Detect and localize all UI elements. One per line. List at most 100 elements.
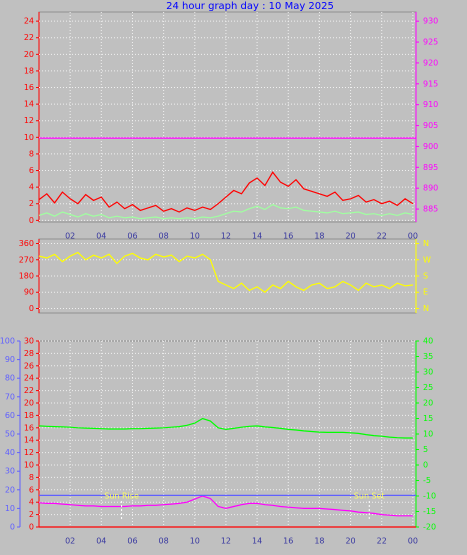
y-tick-label: 910	[423, 100, 438, 109]
y-tick-label: 20	[5, 485, 15, 494]
x-tick-label: 16	[283, 232, 293, 241]
x-tick-label: 14	[252, 232, 262, 241]
y-tick-label: 920	[423, 58, 438, 67]
x-tick-label: 02	[65, 537, 75, 546]
y-tick-label: W	[423, 255, 431, 264]
y-tick-label: 20	[24, 399, 34, 408]
y-tick-label: 925	[423, 38, 438, 47]
x-tick-label: 12	[221, 232, 231, 241]
y-tick-label: 10	[24, 133, 34, 142]
y-tick-label: 70	[5, 392, 15, 401]
series-line	[38, 495, 413, 517]
y-tick-label: 15	[423, 414, 433, 423]
y-tick-label: 6	[29, 166, 34, 175]
x-tick-label: 14	[252, 537, 262, 546]
series-line	[38, 203, 414, 220]
y-tick-label: 270	[19, 255, 34, 264]
y-tick-label: 0	[29, 216, 34, 225]
x-tick-label: 18	[314, 537, 324, 546]
annotation-label: Sun Set	[354, 492, 385, 501]
y-tick-label: 930	[423, 17, 438, 26]
x-tick-label: 10	[190, 537, 200, 546]
y-tick-label: -15	[423, 507, 436, 516]
y-tick-label: 30	[24, 337, 34, 346]
x-tick-label: 12	[221, 537, 231, 546]
x-tick-label: 10	[190, 232, 200, 241]
y-tick-label: N	[423, 239, 429, 248]
y-tick-label: 900	[423, 142, 438, 151]
x-tick-label: 16	[283, 537, 293, 546]
x-tick-label: 20	[345, 537, 355, 546]
y-tick-label: 4	[29, 498, 34, 507]
annotation-label: Sun Rise	[104, 492, 139, 501]
y-tick-label: 50	[5, 430, 15, 439]
x-tick-label: 02	[65, 232, 75, 241]
y-tick-label: 22	[24, 386, 34, 395]
y-tick-label: 100	[0, 337, 15, 346]
y-tick-label: 20	[24, 50, 34, 59]
y-tick-label: 20	[423, 399, 433, 408]
y-tick-label: 28	[24, 349, 34, 358]
y-tick-label: 2	[29, 199, 34, 208]
series-line	[38, 171, 414, 213]
y-tick-label: S	[423, 272, 428, 281]
y-tick-label: 30	[5, 467, 15, 476]
plot-area	[38, 11, 417, 223]
y-tick-label: 18	[24, 66, 34, 75]
y-tick-label: 8	[29, 149, 34, 158]
x-tick-label: 04	[96, 232, 106, 241]
y-tick-label: 915	[423, 79, 438, 88]
x-tick-label: 20	[345, 232, 355, 241]
y-tick-label: 80	[5, 374, 15, 383]
y-tick-label: 35	[423, 352, 433, 361]
y-tick-label: 16	[24, 423, 34, 432]
y-tick-label: 895	[423, 163, 438, 172]
x-tick-label: 06	[127, 232, 137, 241]
series-line	[38, 417, 413, 439]
y-tick-label: 24	[24, 374, 34, 383]
x-tick-label: 08	[159, 232, 169, 241]
y-tick-label: 360	[19, 239, 34, 248]
y-tick-label: 885	[423, 205, 438, 214]
plot-area	[38, 238, 417, 314]
y-tick-label: 12	[24, 448, 34, 457]
y-tick-label: 18	[24, 411, 34, 420]
y-tick-label: 0	[29, 523, 34, 532]
y-tick-label: 90	[24, 288, 34, 297]
y-tick-label: 10	[5, 504, 15, 513]
y-tick-label: 16	[24, 83, 34, 92]
y-tick-label: 60	[5, 411, 15, 420]
x-tick-label: 00	[408, 232, 418, 241]
y-tick-label: 5	[423, 445, 428, 454]
y-tick-label: 180	[19, 272, 34, 281]
y-tick-label: 40	[423, 337, 433, 346]
y-tick-label: 14	[24, 436, 34, 445]
x-tick-label: 22	[377, 232, 387, 241]
y-tick-label: 25	[423, 383, 433, 392]
y-tick-label: E	[423, 288, 428, 297]
x-tick-label: 04	[96, 537, 106, 546]
y-tick-label: 26	[24, 361, 34, 370]
x-tick-label: 22	[377, 537, 387, 546]
y-tick-label: 14	[24, 100, 34, 109]
y-tick-label: 2	[29, 510, 34, 519]
x-tick-label: 18	[314, 232, 324, 241]
y-tick-label: 30	[423, 368, 433, 377]
y-tick-label: 890	[423, 184, 438, 193]
chart-title: 24 hour graph day : 10 May 2025	[166, 1, 334, 12]
y-tick-label: 90	[5, 355, 15, 364]
y-tick-label: 0	[423, 461, 428, 470]
y-tick-label: 8	[29, 473, 34, 482]
y-tick-label: N	[423, 304, 429, 313]
y-tick-label: -5	[423, 476, 431, 485]
y-tick-label: 905	[423, 121, 438, 130]
y-tick-label: 22	[24, 33, 34, 42]
x-tick-label: 06	[127, 537, 137, 546]
x-tick-label: 08	[159, 537, 169, 546]
x-tick-label: 00	[408, 537, 418, 546]
y-tick-label: 10	[423, 430, 433, 439]
y-tick-label: -10	[423, 492, 436, 501]
y-tick-label: 6	[29, 485, 34, 494]
y-tick-label: 40	[5, 448, 15, 457]
